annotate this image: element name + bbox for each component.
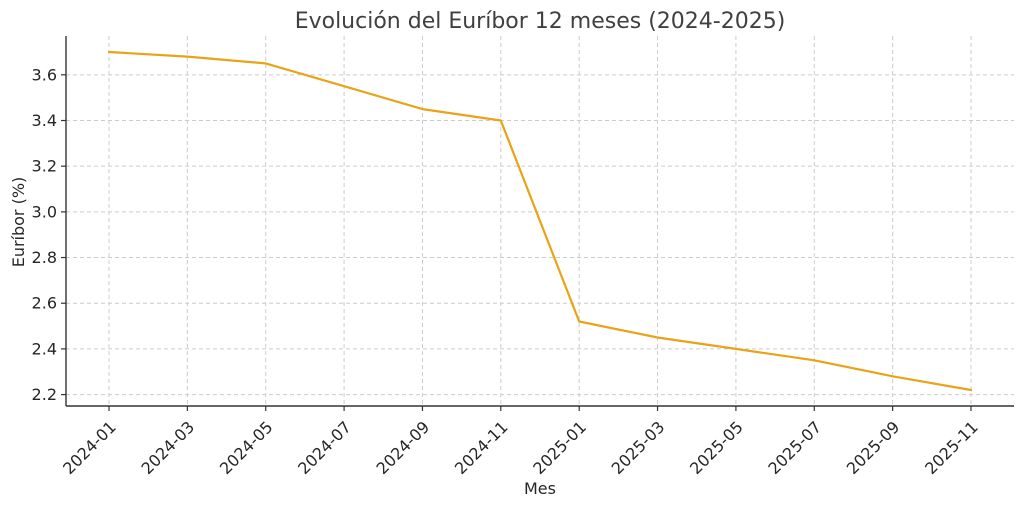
series-group: [107, 50, 973, 392]
grid: [66, 36, 1014, 406]
x-tick-label: 2025-11: [921, 417, 982, 478]
axes: [65, 36, 1014, 407]
y-tick-label: 3.2: [32, 157, 57, 176]
x-tick-label: 2024-03: [137, 417, 198, 478]
x-tick-label: 2024-05: [216, 417, 277, 478]
x-tick-label: 2024-09: [373, 417, 434, 478]
series-line: [107, 50, 973, 392]
y-axis-title: Euríbor (%): [9, 177, 28, 268]
y-tick-label: 2.4: [32, 339, 57, 358]
x-tick-label: 2024-01: [59, 417, 120, 478]
x-tick-label: 2024-11: [451, 417, 512, 478]
y-tick-label: 3.0: [32, 202, 57, 221]
y-tick-label: 3.4: [32, 111, 57, 130]
x-axis-ticks: 2024-01 2024-03 2024-05 2024-07 2024-09 2024-…: [59, 406, 982, 478]
x-axis-title: Mes: [524, 479, 556, 498]
x-tick-label: 2025-01: [529, 417, 590, 478]
y-tick-label: 3.6: [32, 65, 57, 84]
y-tick-label: 2.6: [32, 294, 57, 313]
x-tick-label: 2024-07: [294, 417, 355, 478]
y-axis-ticks: 2.2 2.4 2.6 2.8 3.0 3.2 3.4 3.6: [32, 65, 66, 404]
x-tick-label: 2025-03: [608, 417, 669, 478]
chart-title: Evolución del Euríbor 12 meses (2024-202…: [295, 9, 786, 34]
x-tick-label: 2025-07: [764, 417, 825, 478]
y-tick-label: 2.2: [32, 385, 57, 404]
x-tick-label: 2025-05: [686, 417, 747, 478]
y-tick-label: 2.8: [32, 248, 57, 267]
x-tick-label: 2025-09: [843, 417, 904, 478]
